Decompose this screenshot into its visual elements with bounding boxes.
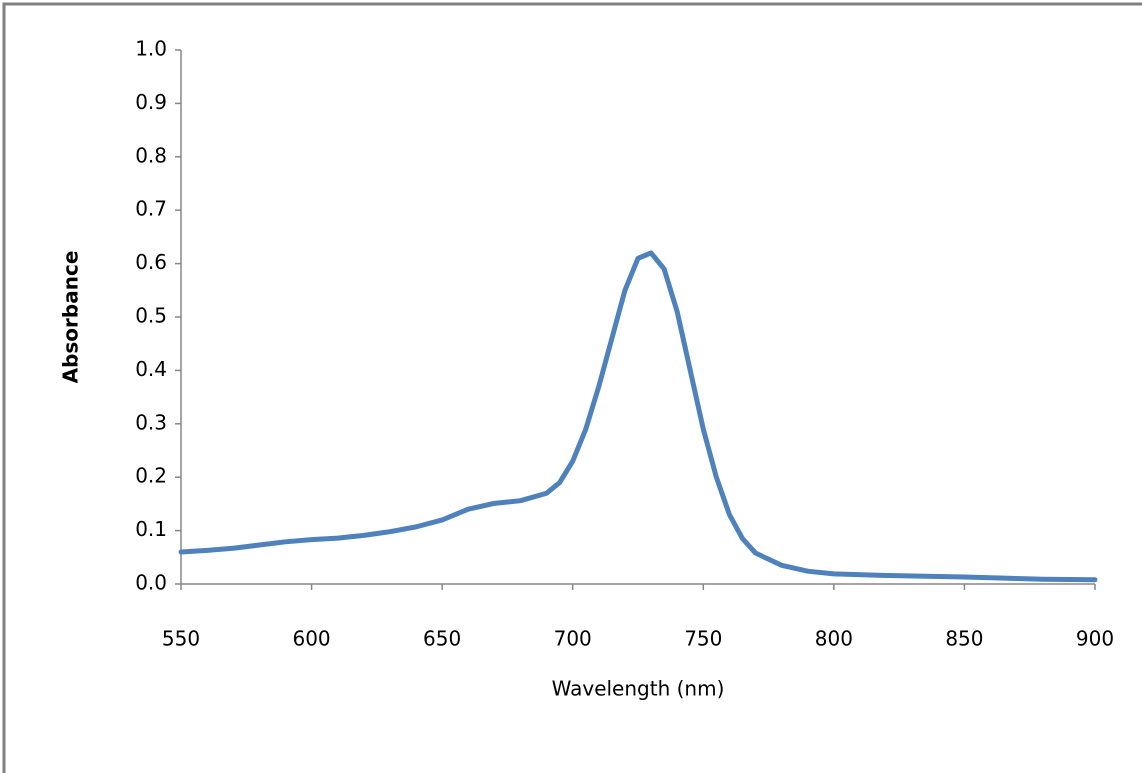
y-tick-label: 0.4 (135, 357, 167, 381)
x-tick-label: 550 (162, 627, 200, 651)
y-tick-label: 0.0 (135, 571, 167, 595)
data-line (178, 250, 1098, 583)
y-tick-label: 0.3 (135, 410, 167, 434)
y-tick-label: 0.7 (135, 197, 167, 221)
x-axis-title: Wavelength (nm) (552, 677, 725, 701)
x-tick-label: 800 (815, 627, 853, 651)
y-tick-label: 0.6 (135, 250, 167, 274)
x-tick-label: 900 (1076, 627, 1114, 651)
x-tick-label: 850 (945, 627, 983, 651)
y-tick-label: 0.2 (135, 464, 167, 488)
x-tick-label: 700 (554, 627, 592, 651)
y-tick-label: 0.8 (135, 143, 167, 167)
y-tick-label: 0.1 (135, 517, 167, 541)
y-axis-title: Absorbance (59, 251, 83, 384)
x-tick-label: 600 (292, 627, 330, 651)
y-tick-label: 1.0 (135, 37, 167, 61)
x-tick-label: 650 (423, 627, 461, 651)
x-tick-label: 750 (684, 627, 722, 651)
y-tick-label: 0.9 (135, 90, 167, 114)
y-tick-label: 0.5 (135, 304, 167, 328)
